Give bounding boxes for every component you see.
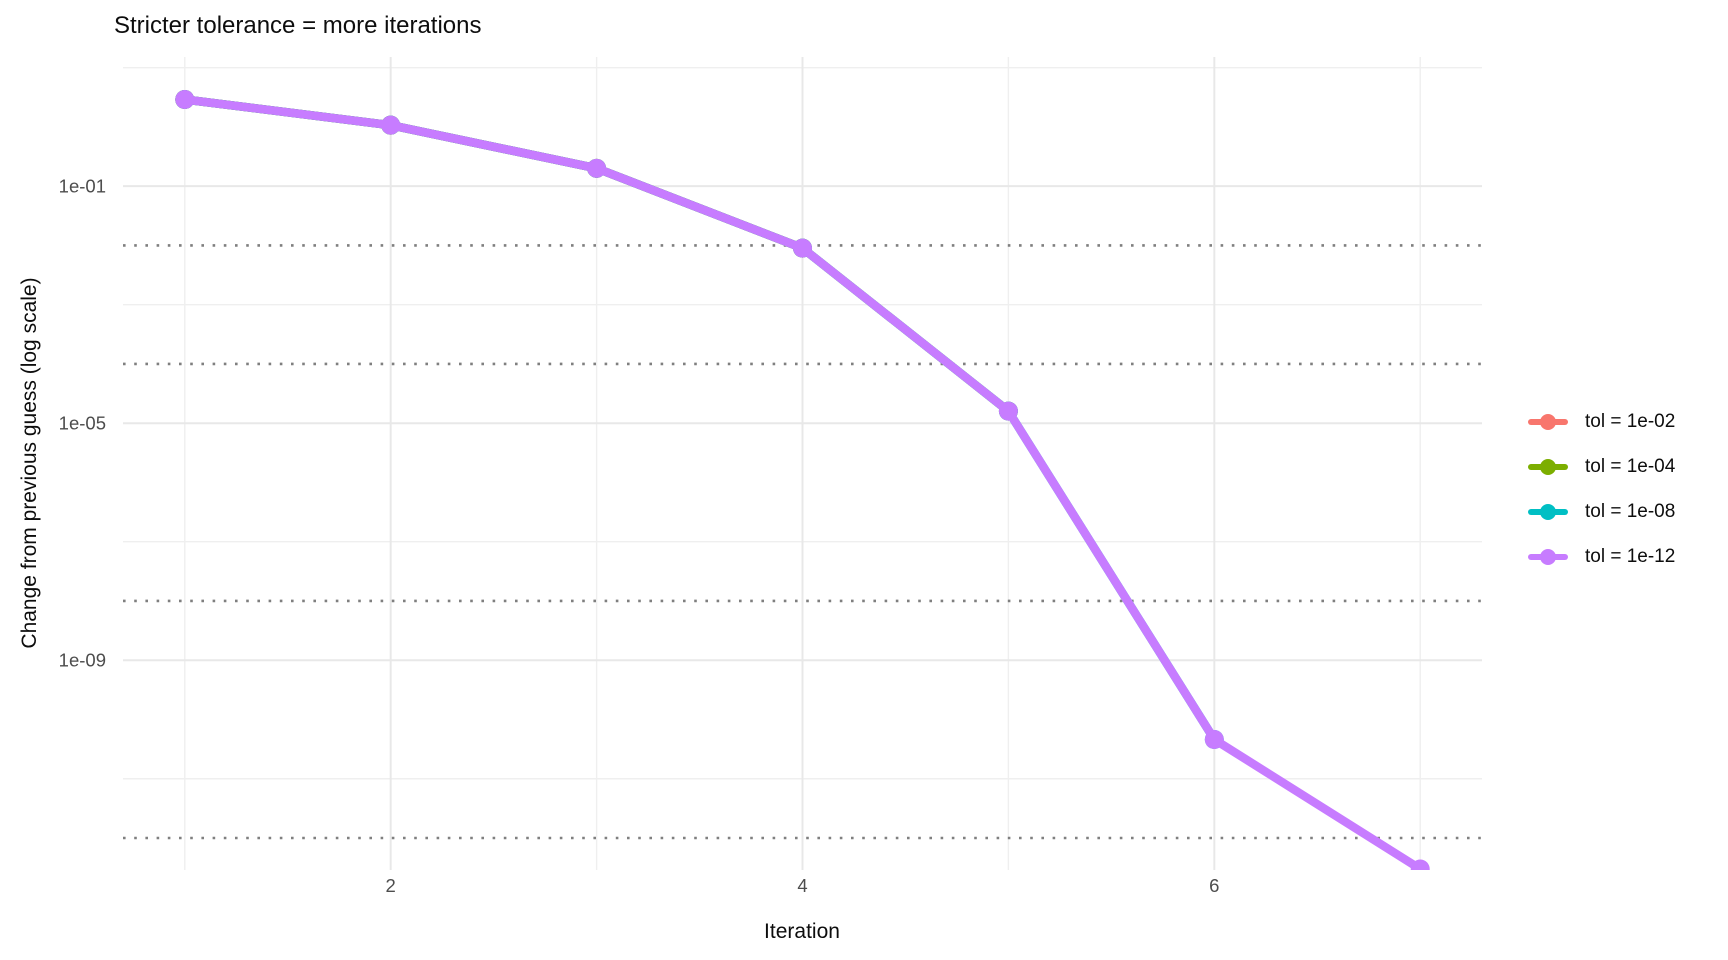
legend-key-icon	[1528, 457, 1568, 477]
x-axis-title: Iteration	[764, 920, 840, 943]
legend-label: tol = 1e-04	[1585, 456, 1676, 477]
legend-label: tol = 1e-12	[1585, 546, 1676, 567]
y-tick-label: 1e-09	[59, 650, 106, 671]
x-tick-label: 4	[797, 875, 807, 896]
data-point	[587, 158, 607, 178]
legend-item-1: tol = 1e-02	[1528, 411, 1676, 432]
data-point	[1204, 729, 1224, 749]
data-point	[998, 401, 1018, 421]
chart-title: Stricter tolerance = more iterations	[114, 12, 482, 39]
y-tick-label: 1e-05	[59, 413, 106, 434]
series-group	[175, 90, 1430, 870]
series-line	[180, 95, 807, 253]
y-tick-label: 1e-01	[59, 176, 106, 197]
legend-point-swatch	[1540, 549, 1556, 565]
legend-point-swatch	[1540, 504, 1556, 520]
legend-key-icon	[1528, 502, 1568, 522]
legend-point-swatch	[1540, 414, 1556, 430]
y-axis-title: Change from previous guess (log scale)	[18, 277, 41, 649]
legend-label: tol = 1e-08	[1585, 501, 1676, 522]
data-point	[1410, 859, 1430, 870]
legend-key-icon	[1528, 412, 1568, 432]
legend: tol = 1e-02 tol = 1e-04 tol = 1e-08 tol = 1…	[1528, 411, 1676, 592]
legend-key-icon	[1528, 547, 1568, 567]
data-point	[793, 238, 812, 258]
legend-label: tol = 1e-02	[1585, 411, 1676, 432]
legend-item-3: tol = 1e-08	[1528, 501, 1676, 522]
legend-item-2: tol = 1e-04	[1528, 456, 1676, 477]
series-line	[180, 95, 1219, 744]
legend-point-swatch	[1540, 459, 1556, 475]
legend-item-4: tol = 1e-12	[1528, 546, 1676, 567]
x-tick-label: 2	[386, 875, 396, 896]
data-point	[175, 90, 195, 110]
data-point	[381, 115, 401, 135]
x-tick-label: 6	[1209, 875, 1219, 896]
